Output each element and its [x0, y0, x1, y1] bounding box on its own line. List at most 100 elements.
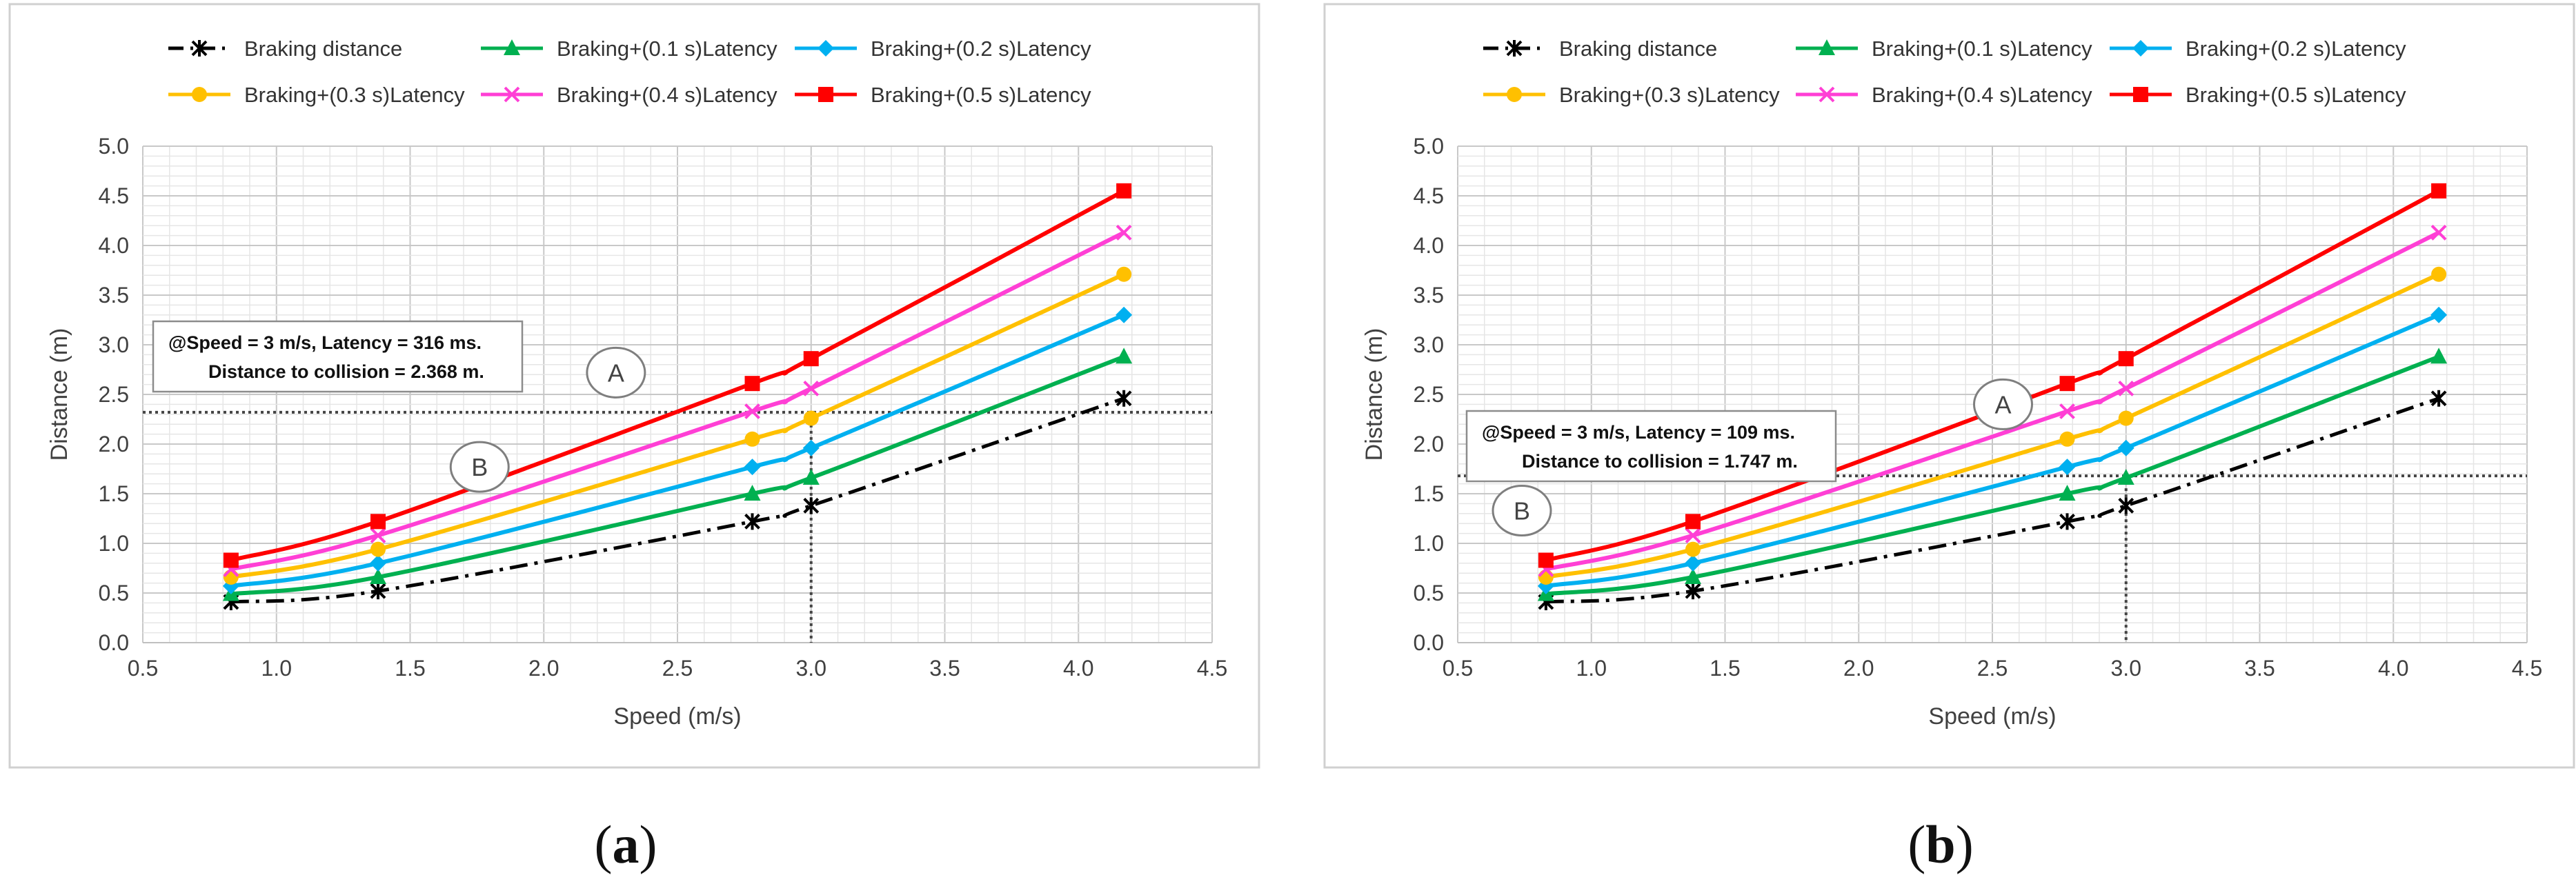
data-point-lat04-b [1685, 528, 1701, 543]
chart-panel-a: 0.5 1.0 1.5 2.0 2.5 3.0 3.5 4.0 4.5 0.0 0.5 1.0 1.5 2… [8, 0, 1260, 884]
data-point-lat02-a [1116, 306, 1133, 323]
annotation-box-b: @Speed = 3 m/s, Latency = 109 ms. Distanc… [1465, 410, 1837, 483]
caption-a-letter: a [612, 814, 640, 874]
x-tick-label-b: 1.5 [1710, 656, 1740, 681]
data-point-lat02-b [2059, 459, 2076, 476]
legend-label-a: Braking+(0.3 s)Latency [244, 83, 465, 107]
legend-marker-b [1506, 40, 1523, 57]
legend-item-b: Braking+(0.2 s)Latency [2110, 37, 2406, 61]
x-tick-label-b: 4.5 [2512, 656, 2542, 681]
series-lat01-b [1537, 348, 2448, 601]
legend-item-b: Braking+(0.1 s)Latency [1796, 37, 2092, 61]
data-point-lat04-b [2059, 403, 2075, 419]
legend-marker-b [1507, 87, 1522, 102]
legend-item-a: Braking+(0.1 s)Latency [481, 37, 777, 61]
legend-label-a: Braking distance [244, 37, 402, 61]
y-tick-label-a: 1.5 [99, 481, 129, 506]
y-tick-label-a: 1.0 [99, 531, 129, 556]
y-tick-label-b: 3.5 [1414, 283, 1444, 308]
legend-label-b: Braking+(0.3 s)Latency [1559, 83, 1780, 107]
x-tick-label-a: 1.0 [261, 656, 292, 681]
legend-marker-a [504, 39, 520, 55]
y-tick-label-b: 5.0 [1414, 134, 1444, 159]
y-tick-label-b: 1.0 [1414, 531, 1444, 556]
annotation-frame-b [1465, 410, 1837, 483]
caption-a: (a) [594, 814, 657, 874]
x-tick-label-a: 0.5 [128, 656, 158, 681]
data-point-lat02-b [1685, 554, 1701, 572]
y-tick-label-a: 4.0 [99, 233, 129, 258]
region-label-a-text-b: A [1994, 390, 2011, 419]
region-label-b-text-b: B [1514, 496, 1530, 525]
y-tick-label-b: 0.5 [1414, 581, 1444, 605]
series-braking-b [1538, 390, 2447, 610]
x-tick-label-a: 2.0 [528, 656, 559, 681]
region-label-a-b: A [1973, 378, 2033, 430]
legend-item-b: Braking+(0.3 s)Latency [1483, 83, 1780, 107]
region-label-b-circle-a [449, 441, 510, 493]
data-point-lat03-a [223, 569, 239, 585]
series-lat04-b [1538, 224, 2447, 577]
legend-label-b: Braking distance [1559, 37, 1717, 61]
data-point-lat01-b [2430, 348, 2448, 364]
gridlines-b [1457, 145, 2528, 643]
legend-marker-a [818, 87, 833, 102]
y-tick-label-b: 4.5 [1414, 183, 1444, 208]
data-point-braking-b [2059, 513, 2075, 530]
y-tick-label-b: 4.0 [1414, 233, 1444, 258]
x-tick-label-a: 3.5 [929, 656, 960, 681]
region-label-b-text-a: B [471, 453, 488, 481]
y-tick-label-b: 2.5 [1414, 382, 1444, 407]
data-point-lat04-a [370, 528, 386, 543]
chart-svg-a: 0.5 1.0 1.5 2.0 2.5 3.0 3.5 4.0 4.50.00.51.01.52… [8, 3, 1260, 769]
data-point-lat04-a [803, 380, 820, 396]
annotation-line2-a: Distance to collision = 2.368 m. [208, 361, 484, 382]
legend-label-a: Braking+(0.2 s)Latency [871, 37, 1091, 61]
chart-svg-b: 0.5 1.0 1.5 2.0 2.5 3.0 3.5 4.0 4.50.00.51.01.52… [1323, 3, 2575, 769]
legend-marker-b [1819, 86, 1835, 103]
legend-b: Braking distance Braking+(0.1 s)Latency Br… [1483, 37, 2406, 107]
data-point-lat04-a [744, 403, 760, 419]
data-point-braking-a [744, 513, 760, 530]
annotation-box-a: @Speed = 3 m/s, Latency = 316 ms. Distanc… [152, 320, 524, 393]
legend-label-b: Braking+(0.1 s)Latency [1872, 37, 2092, 61]
legend-marker-a [504, 86, 520, 103]
caption-b-letter: b [1925, 814, 1956, 874]
series-line-lat04-a [230, 230, 1125, 572]
data-point-lat01-b [2117, 468, 2134, 485]
data-point-lat04-a [1116, 224, 1132, 241]
region-label-a-text-a: A [608, 359, 624, 387]
annotation-line1-a: @Speed = 3 m/s, Latency = 316 ms. [168, 332, 482, 353]
legend-item-a: Braking distance [168, 37, 402, 61]
data-point-lat04-b [2430, 224, 2447, 241]
data-point-lat05-a [223, 552, 239, 568]
data-point-lat05-b [2431, 183, 2447, 199]
legend-item-a: Braking+(0.4 s)Latency [481, 83, 777, 107]
data-point-lat05-b [2118, 351, 2134, 367]
data-point-lat05-b [1538, 552, 1554, 568]
chart-panel-b: 0.5 1.0 1.5 2.0 2.5 3.0 3.5 4.0 4.5 0.0 0.5 1.0 1.5 2… [1323, 0, 2575, 884]
data-point-lat03-b [2118, 410, 2134, 426]
x-axis-title-a: Speed (m/s) [613, 703, 741, 730]
data-point-lat02-b [2117, 439, 2134, 456]
data-point-lat05-a [1116, 183, 1132, 199]
legend-label-a: Braking+(0.1 s)Latency [557, 37, 777, 61]
chart-frame-b [1323, 3, 2575, 769]
data-point-lat05-b [2059, 376, 2075, 392]
legend-item-a: Braking+(0.5 s)Latency [795, 83, 1091, 107]
legend-item-b: Braking distance [1483, 37, 1717, 61]
y-tick-label-b: 2.0 [1414, 432, 1444, 456]
region-label-b-b: B [1492, 484, 1552, 536]
y-axis-title-a: Distance (m) [46, 328, 72, 461]
data-point-braking-b [1685, 583, 1701, 600]
x-tick-label-b: 4.0 [2378, 656, 2408, 681]
data-point-lat01-a [370, 567, 386, 584]
y-tick-label-a: 0.5 [99, 581, 129, 605]
legend-marker-a [191, 40, 208, 57]
region-label-b-circle-b [1492, 484, 1552, 536]
data-point-lat01-b [2059, 485, 2076, 501]
legend-label-b: Braking+(0.5 s)Latency [2186, 83, 2406, 107]
data-point-lat05-a [803, 351, 819, 367]
x-tick-label-a: 3.0 [796, 656, 826, 681]
x-axis-title-b: Speed (m/s) [1928, 703, 2056, 730]
